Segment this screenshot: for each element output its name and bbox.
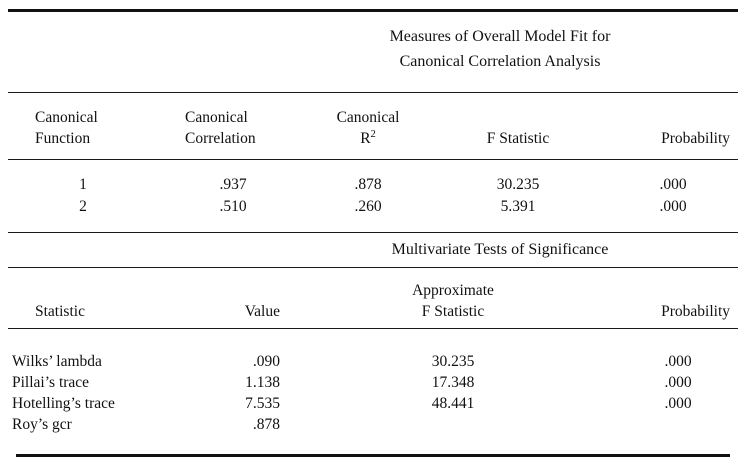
r-squared-cell: .260 <box>354 198 382 215</box>
model-fit-body: 1 .937 .878 30.235 .000 2 .510 .260 5.39… <box>0 174 746 218</box>
multivariate-row-wilks: Wilks’ lambda .090 30.235 .000 <box>8 351 738 372</box>
bottom-rule <box>16 454 730 457</box>
model-fit-row-1: 1 .937 .878 30.235 .000 <box>8 174 738 196</box>
header-text: Canonical <box>35 109 98 126</box>
header-approximate-f-statistic: Approximate F Statistic <box>288 280 618 322</box>
model-fit-row-2: 2 .510 .260 5.391 .000 <box>8 196 738 218</box>
value-cell: .878 <box>252 416 280 433</box>
title-line-1: Measures of Overall Model Fit for <box>389 28 611 45</box>
probability-cell: .000 <box>664 395 692 412</box>
probability-cell: .000 <box>659 198 687 215</box>
multivariate-header-rule <box>8 328 738 329</box>
multivariate-header-row: Statistic Value Approximate F Statistic … <box>8 268 738 322</box>
value-cell: .090 <box>252 353 280 370</box>
header-probability: Probability <box>618 301 738 322</box>
multivariate-row-pillai: Pillai’s trace 1.138 17.348 .000 <box>8 372 738 393</box>
section-divider-rule <box>8 232 738 233</box>
value-cell: 7.535 <box>245 395 280 412</box>
title-line-2: Canonical Correlation Analysis <box>399 53 601 70</box>
header-f-statistic: F Statistic <box>428 128 608 149</box>
header-statistic: Statistic <box>8 301 168 322</box>
probability-cell: .000 <box>664 353 692 370</box>
approx-f-cell: 17.348 <box>431 374 475 391</box>
header-canonical-function: Canonical Function <box>8 107 158 149</box>
probability-cell: .000 <box>664 374 692 391</box>
header-value: Value <box>168 301 288 322</box>
r-squared-cell: .878 <box>354 176 382 193</box>
approx-f-cell <box>288 414 618 435</box>
correlation-cell: .510 <box>219 198 247 215</box>
header-text: Value <box>244 303 280 320</box>
function-cell: 1 <box>79 176 87 193</box>
statistic-cell: Hotelling’s trace <box>12 395 115 412</box>
statistic-cell: Roy’s gcr <box>12 416 72 433</box>
top-rule <box>8 9 738 12</box>
multivariate-tests-subtitle: Multivariate Tests of Significance <box>260 239 740 261</box>
value-cell: 1.138 <box>245 374 280 391</box>
header-text: Canonical <box>336 109 400 126</box>
approx-f-cell: 30.235 <box>431 353 475 370</box>
header-text: Approximate <box>412 282 494 299</box>
header-probability: Probability <box>608 128 738 149</box>
header-text: Canonical <box>185 109 248 126</box>
title-divider-rule <box>8 92 738 93</box>
model-fit-header-rule <box>8 159 738 160</box>
table-title: Measures of Overall Model Fit for Canoni… <box>260 24 740 74</box>
multivariate-row-hotelling: Hotelling’s trace 7.535 48.441 .000 <box>8 393 738 414</box>
multivariate-row-roy: Roy’s gcr .878 <box>8 414 738 435</box>
subtitle-divider-rule <box>8 267 738 268</box>
probability-cell <box>618 414 738 435</box>
header-text: Probability <box>661 303 730 320</box>
function-cell: 2 <box>79 198 87 215</box>
multivariate-body: Wilks’ lambda .090 30.235 .000 Pillai’s … <box>0 351 746 435</box>
correlation-cell: .937 <box>219 176 247 193</box>
header-text: Function <box>35 130 91 147</box>
subtitle-text: Multivariate Tests of Significance <box>391 241 609 258</box>
f-statistic-cell: 30.235 <box>496 176 540 193</box>
header-text: Statistic <box>35 303 85 320</box>
probability-cell: .000 <box>659 176 687 193</box>
r-exponent: 2 <box>370 128 376 140</box>
model-fit-header-row: Canonical Function Canonical Correlation… <box>8 93 738 149</box>
statistic-cell: Wilks’ lambda <box>12 353 102 370</box>
header-text: F Statistic <box>486 130 550 147</box>
header-text: Probability <box>661 130 730 147</box>
statistic-cell: Pillai’s trace <box>12 374 90 391</box>
header-text: R2 <box>308 128 428 149</box>
header-text: F Statistic <box>421 303 485 320</box>
header-canonical-correlation: Canonical Correlation <box>158 107 308 149</box>
f-statistic-cell: 5.391 <box>500 198 536 215</box>
header-text: Correlation <box>185 130 256 147</box>
header-canonical-r-squared: Canonical R2 <box>308 107 428 149</box>
r-symbol: R <box>360 130 371 147</box>
approx-f-cell: 48.441 <box>431 395 475 412</box>
